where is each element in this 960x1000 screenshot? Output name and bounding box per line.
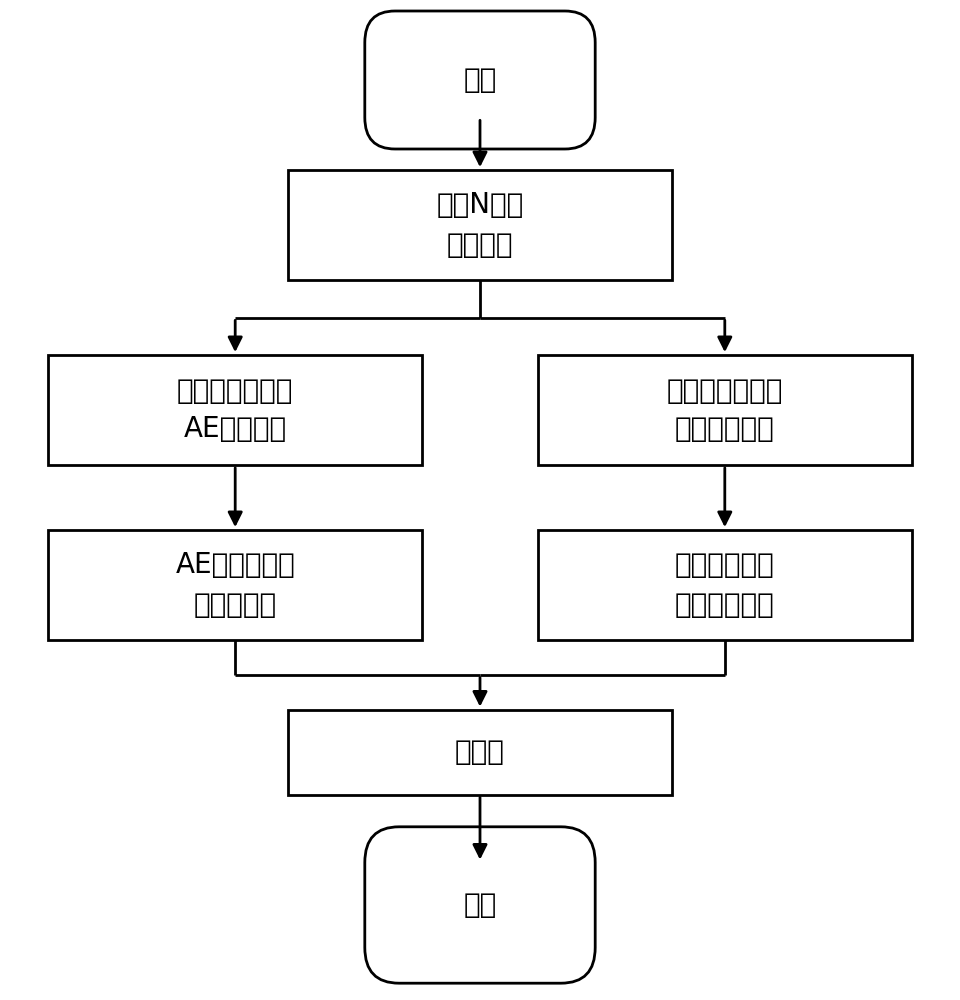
FancyBboxPatch shape — [365, 11, 595, 149]
Bar — [288, 710, 672, 794]
Text: 结束: 结束 — [464, 891, 496, 919]
Text: 采集单一位置域
AE位置序列: 采集单一位置域 AE位置序列 — [177, 376, 294, 444]
FancyBboxPatch shape — [365, 827, 595, 983]
Text: 振动位置序列
采样矩阵集合: 振动位置序列 采样矩阵集合 — [675, 552, 775, 618]
Text: 均布N个霍
尔传感器: 均布N个霍 尔传感器 — [437, 192, 523, 258]
Text: 联合域: 联合域 — [455, 738, 505, 766]
Bar — [538, 530, 912, 640]
Bar — [48, 355, 422, 465]
Text: 开始: 开始 — [464, 66, 496, 94]
Text: AE位置序列采
样矩阵集合: AE位置序列采 样矩阵集合 — [176, 552, 295, 618]
Bar — [538, 355, 912, 465]
Bar — [288, 170, 672, 280]
Bar — [48, 530, 422, 640]
Text: 采集单一位置域
振动位置序列: 采集单一位置域 振动位置序列 — [666, 376, 783, 444]
